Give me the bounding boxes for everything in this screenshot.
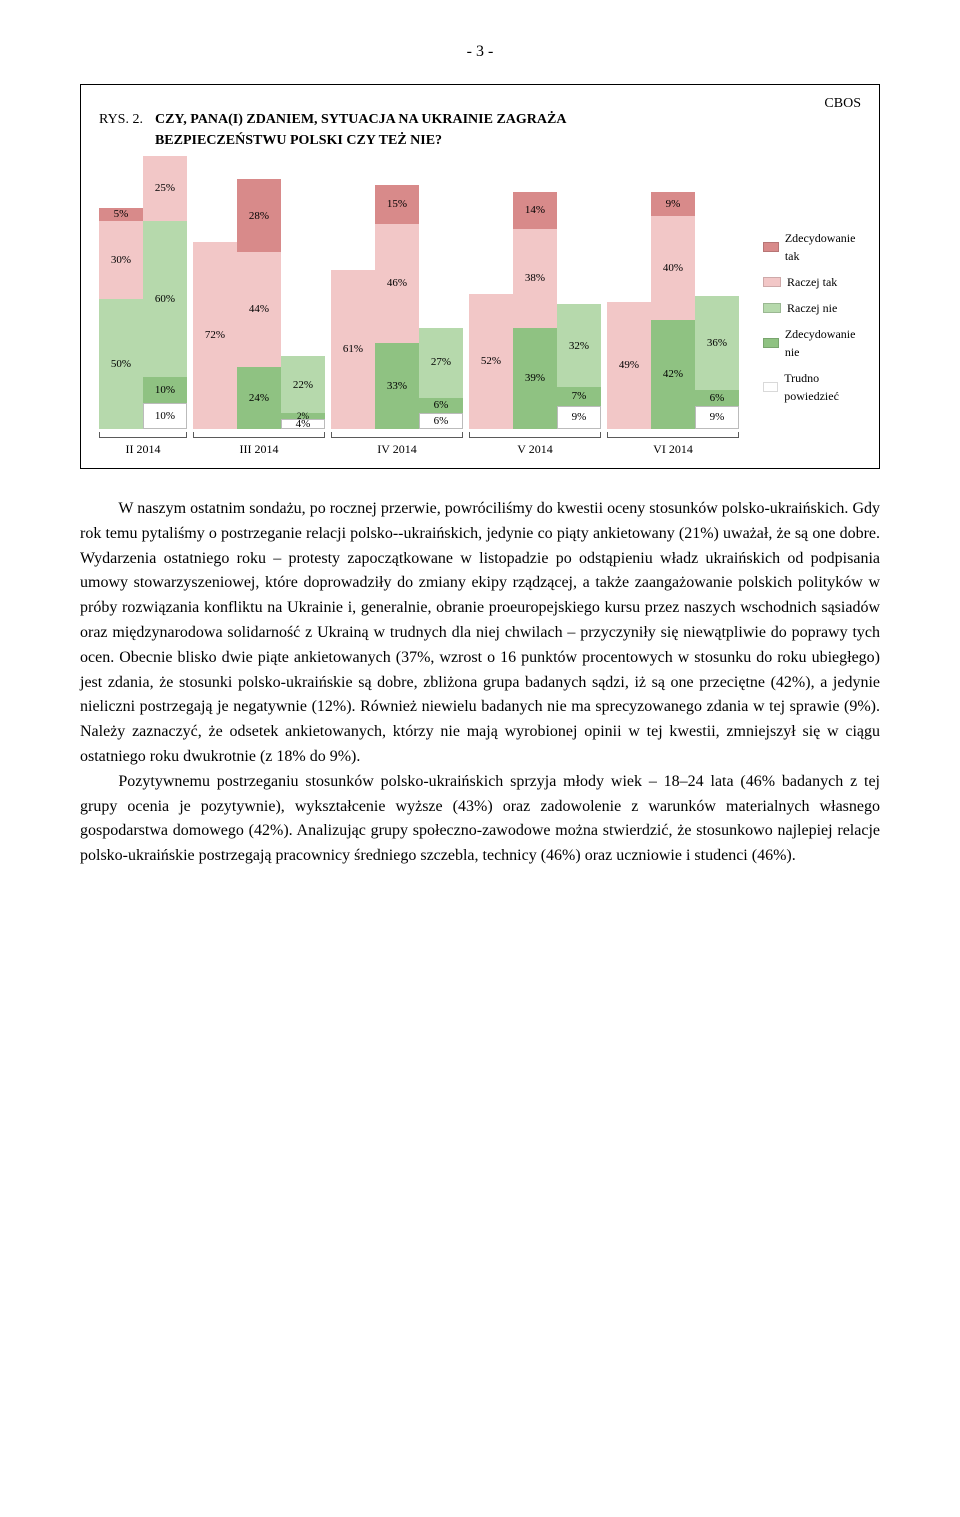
bar-group: 61%15%46%33%27%6%6%IV 2014 <box>331 169 463 458</box>
bar-segment: 6% <box>419 398 463 414</box>
chart-box: CBOS RYS. 2. CZY, PANA(I) ZDANIEM, SYTUA… <box>80 84 880 469</box>
group-bars: 49%9%40%42%36%6%9% <box>607 169 739 429</box>
bar-group: 49%9%40%42%36%6%9%VI 2014 <box>607 169 739 458</box>
paragraph: W naszym ostatnim sondażu, po rocznej pr… <box>80 497 880 770</box>
group-bars: 61%15%46%33%27%6%6% <box>331 169 463 429</box>
bar-segment: 9% <box>557 406 601 429</box>
bar-segment: 60% <box>143 221 187 377</box>
bar-segment: 30% <box>99 221 143 299</box>
legend-label: Zdecydowanie tak <box>785 229 861 265</box>
page-number: - 3 - <box>80 40 880 64</box>
bar-segment: 42% <box>651 320 695 429</box>
bar-column: 28%44%24% <box>237 179 281 429</box>
x-axis-label: V 2014 <box>517 440 552 458</box>
bar-segment: 24% <box>237 367 281 429</box>
legend-swatch <box>763 338 779 348</box>
bar-segment: 40% <box>651 216 695 320</box>
bar-column: 27%6%6% <box>419 328 463 429</box>
bar-column: 52% <box>469 294 513 429</box>
group-bracket <box>607 432 739 438</box>
bar-segment: 14% <box>513 192 557 228</box>
bar-segment: 6% <box>695 390 739 406</box>
bar-segment: 33% <box>375 343 419 429</box>
bar-segment: 9% <box>651 192 695 215</box>
bar-segment: 4% <box>281 419 325 429</box>
bar-segment: 15% <box>375 185 419 224</box>
legend-label: Zdecydowanie nie <box>785 325 861 361</box>
legend-swatch <box>763 242 779 252</box>
bar-segment: 22% <box>281 356 325 413</box>
cbos-label: CBOS <box>824 93 861 114</box>
legend-item: Zdecydowanie nie <box>763 325 861 361</box>
bar-group: 5%30%50%25%60%10%10% II 2014 <box>99 169 187 458</box>
chart-rys: RYS. 2. <box>99 109 143 151</box>
bar-segment: 72% <box>193 242 237 429</box>
bar-column: 72% <box>193 242 237 429</box>
bar-column: 9%40%42% <box>651 192 695 429</box>
legend-item: Trudno powiedzieć <box>763 369 861 405</box>
bar-segment: 7% <box>557 387 601 405</box>
group-bracket <box>469 432 601 438</box>
bar-column: 49% <box>607 302 651 429</box>
legend-label: Raczej nie <box>787 299 837 317</box>
bar-column: 32%7%9% <box>557 304 601 429</box>
bar-segment: 38% <box>513 229 557 328</box>
x-axis-label: IV 2014 <box>377 440 416 458</box>
x-axis-label: III 2014 <box>240 440 279 458</box>
bar-column: 14%38%39% <box>513 192 557 429</box>
group-bracket <box>193 432 325 438</box>
bar-segment: 44% <box>237 252 281 366</box>
bar-segment: 10% <box>143 403 187 429</box>
bar-column: 25%60%10%10% <box>143 156 187 429</box>
chart-question: CZY, PANA(I) ZDANIEM, SYTUACJA NA UKRAIN… <box>155 109 639 151</box>
bar-column: 36%6%9% <box>695 296 739 429</box>
group-bracket <box>331 432 463 438</box>
paragraph: Pozytywnemu postrzeganiu stosunków polsk… <box>80 770 880 869</box>
bar-group: 52%14%38%39%32%7%9%V 2014 <box>469 169 601 458</box>
bar-segment: 6% <box>419 413 463 429</box>
bar-segment: 5% <box>99 208 143 221</box>
bar-segment: 9% <box>695 406 739 429</box>
bar-segment: 10% <box>143 377 187 403</box>
bar-group: 72%28%44%24%22%2%4%III 2014 <box>193 169 325 458</box>
legend-label: Raczej tak <box>787 273 837 291</box>
bar-segment: 52% <box>469 294 513 429</box>
bar-column: 22%2%4% <box>281 356 325 429</box>
legend-swatch <box>763 303 781 313</box>
bar-segment: 49% <box>607 302 651 429</box>
legend: Zdecydowanie tak Raczej tak Raczej nie Zdec… <box>763 229 861 405</box>
legend-label: Trudno powiedzieć <box>784 369 861 405</box>
group-bracket <box>99 432 187 438</box>
group-bars: 72%28%44%24%22%2%4% <box>193 169 325 429</box>
bar-segment: 50% <box>99 299 143 429</box>
bar-segment: 28% <box>237 179 281 252</box>
bar-segment: 46% <box>375 224 419 344</box>
bar-column: 15%46%33% <box>375 185 419 429</box>
bar-column: 5%30%50% <box>99 208 143 429</box>
bar-segment: 36% <box>695 296 739 390</box>
legend-swatch <box>763 382 778 392</box>
body-text: W naszym ostatnim sondażu, po rocznej pr… <box>80 497 880 869</box>
chart-title: RYS. 2. CZY, PANA(I) ZDANIEM, SYTUACJA N… <box>99 109 639 151</box>
bar-segment: 32% <box>557 304 601 387</box>
legend-item: Zdecydowanie tak <box>763 229 861 265</box>
bar-segment: 27% <box>419 328 463 398</box>
group-bars: 52%14%38%39%32%7%9% <box>469 169 601 429</box>
bars-area: 5%30%50%25%60%10%10%II 201472%28%44%24%2… <box>99 169 739 458</box>
bar-column: 61% <box>331 270 375 429</box>
legend-swatch <box>763 277 781 287</box>
legend-item: Raczej tak <box>763 273 861 291</box>
legend-item: Raczej nie <box>763 299 861 317</box>
x-axis-label: II 2014 <box>126 440 161 458</box>
group-bars: 5%30%50%25%60%10%10% <box>99 169 187 429</box>
bar-segment: 25% <box>143 156 187 221</box>
x-axis-label: VI 2014 <box>653 440 693 458</box>
bar-segment: 39% <box>513 328 557 429</box>
bar-segment: 61% <box>331 270 375 429</box>
